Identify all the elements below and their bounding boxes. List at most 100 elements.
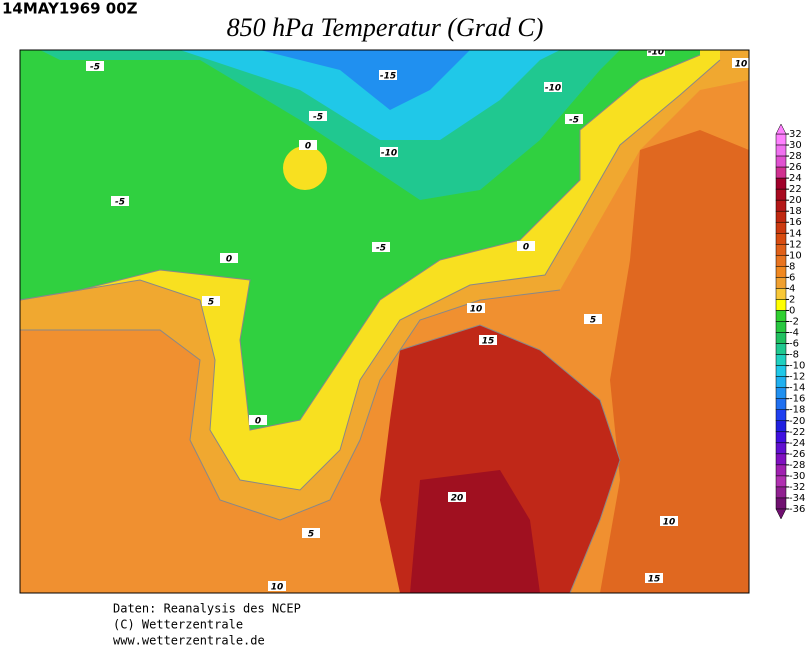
colorbar-tick-label: -2 [789, 317, 799, 328]
colorbar-tick-label: 30 [789, 140, 802, 151]
colorbar-tick-label: -22 [789, 427, 805, 438]
map-frame [19, 49, 750, 594]
contour-label: 0 [305, 142, 311, 152]
contour-label: 15 [648, 575, 661, 585]
temp-fill [600, 130, 749, 593]
colorbar-bin [775, 221, 787, 234]
contour-label-bg [86, 61, 104, 71]
contour-label-bg [268, 581, 286, 591]
colorbar-tick-label: 22 [789, 184, 802, 195]
colorbar-tick-label: -8 [789, 350, 799, 361]
colorbar-tick-label: -20 [789, 416, 805, 427]
colorbar-tick-label: 2 [789, 294, 795, 305]
contour-label-bg [467, 303, 485, 313]
contour-line [20, 59, 721, 491]
contour-label-bg [645, 573, 663, 583]
colorbar-tick-label: 0 [789, 305, 795, 316]
contour-label: -10 [648, 48, 664, 58]
colorbar-tick-label: -16 [789, 394, 805, 405]
contour-label-bg [309, 111, 327, 121]
contour-label: 0 [255, 417, 261, 427]
colorbar-bin [775, 233, 787, 245]
contour-label: -5 [90, 63, 100, 73]
colorbar-tick-label: 12 [789, 239, 802, 250]
colorbar-bin [775, 210, 787, 223]
colorbar-bin [775, 166, 787, 179]
colorbar-tick-label: 8 [789, 261, 795, 272]
colorbar-tick-label: 10 [789, 250, 802, 261]
colorbar-bin [775, 409, 787, 422]
colorbar-bin [775, 321, 787, 333]
colorbar-tick-label: -24 [789, 438, 805, 449]
contour-label-bg [448, 492, 466, 502]
colorbar-bin [775, 299, 787, 311]
colorbar-tick-label: -34 [789, 493, 805, 504]
colorbar-tick-label: 20 [789, 195, 802, 206]
colorbar-bin [775, 497, 787, 510]
colorbar-bin [775, 244, 787, 256]
contour-label: -15 [380, 72, 396, 82]
contour-label: -5 [376, 244, 386, 254]
contour-label-bg [111, 196, 129, 206]
date-label: 14MAY1969 00Z [2, 0, 138, 18]
contour-line [399, 324, 621, 593]
colorbar-bin [775, 376, 787, 388]
contour-label-bg [299, 140, 317, 150]
contour-label: 5 [208, 298, 214, 308]
colorbar-bin [775, 310, 787, 322]
colorbar-arrow [775, 508, 787, 520]
colorbar-tick-label: 6 [789, 272, 795, 283]
colorbar-bin [775, 155, 787, 168]
colorbar-bin [775, 133, 787, 146]
colorbar-bin [775, 486, 787, 499]
contour-label: 10 [271, 583, 284, 593]
colorbar-bin [775, 177, 787, 190]
colorbar-tick-label: 16 [789, 217, 802, 228]
colorbar-bin [775, 277, 787, 289]
contour-label: -5 [569, 116, 579, 126]
contour-label-bg [544, 82, 562, 92]
colorbar-tick-label: -14 [789, 383, 805, 394]
colorbar-tick-label: -36 [789, 504, 805, 515]
colorbar-bin [775, 332, 787, 344]
colorbar-bin [775, 144, 787, 157]
colorbar-bin [775, 431, 787, 444]
contour-label-bg [584, 314, 602, 324]
colorbar-tick-label: 32 [789, 129, 802, 140]
contour-label: 5 [308, 530, 314, 540]
temp-fill [180, 50, 560, 140]
contour-label-bg [220, 253, 238, 263]
colorbar-tick-label: 14 [789, 228, 802, 239]
map-area: -5 -15 -10 -10 10 -5 -5 0 -10 -5 0 -5 0 5 5 10 15 0 20 10 5 1… [19, 48, 750, 594]
contour-label: 20 [451, 494, 464, 504]
colorbar-tick-label: 28 [789, 151, 802, 162]
colorbar-bin [775, 387, 787, 399]
colorbar-tick-label: -26 [789, 449, 805, 460]
credit-line: www.wetterzentrale.de [113, 634, 265, 646]
temp-fill [260, 50, 470, 110]
colorbar-arrow [775, 123, 787, 135]
colorbar-tick-label: -4 [789, 328, 799, 339]
colorbar-bin [775, 420, 787, 433]
colorbar-tick-label: 24 [789, 173, 802, 184]
colorbar-tick-label: -28 [789, 460, 805, 471]
contour-label-bg [647, 50, 665, 56]
colorbar-tick-label: -18 [789, 405, 805, 416]
colorbar-bin [775, 266, 787, 278]
contour-label: 0 [523, 243, 529, 253]
colorbar-tick-label: 18 [789, 206, 802, 217]
colorbar-tick-label: -32 [789, 482, 805, 493]
colorbar-bin [775, 188, 787, 201]
contour-line [20, 289, 561, 521]
contour-line [20, 54, 701, 431]
contour-label: 15 [482, 337, 495, 347]
colorbar-tick-label: -12 [789, 372, 805, 383]
colorbar-tick-label: -30 [789, 471, 805, 482]
contour-label-bg [732, 58, 749, 68]
contour-label-bg [249, 415, 267, 425]
colorbar-bin [775, 453, 787, 466]
contour-label: -5 [115, 198, 125, 208]
contour-label: 0 [226, 255, 232, 265]
colorbar-bin [775, 354, 787, 366]
